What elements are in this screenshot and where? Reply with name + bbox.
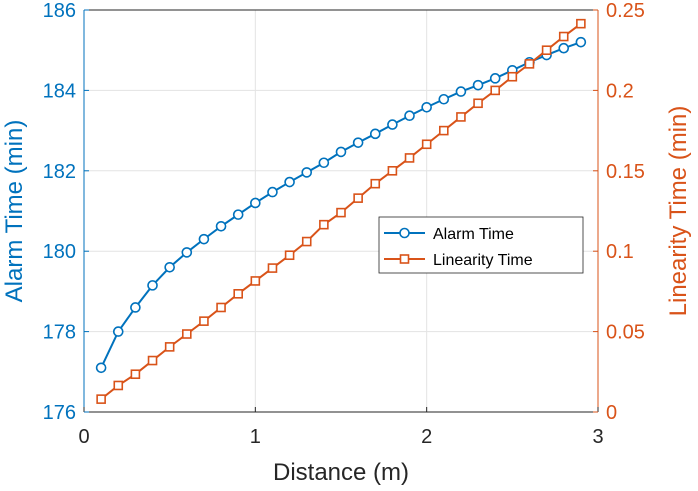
data-point-alarm-time: [335, 146, 347, 158]
data-point-alarm-time: [147, 280, 158, 291]
y-right-tick-label: 0.1: [606, 241, 634, 263]
data-point-alarm-time: [164, 261, 175, 273]
y-right-tick-label: 0.15: [606, 161, 645, 183]
axis-ticks: 0 1 2 3 176 178 180 182 184 186 0 0.05 0.1 0.15 0.2 0.2…: [43, 0, 645, 448]
data-point-alarm-time: [250, 197, 261, 209]
data-point-alarm-time: [232, 209, 244, 220]
data-point-alarm-time: [352, 137, 364, 148]
data-point-linearity-time: [164, 342, 175, 352]
data-point-linearity-time: [147, 355, 158, 366]
data-point-linearity-time: [199, 316, 209, 326]
data-point-linearity-time: [387, 166, 398, 176]
data-point-linearity-time: [456, 112, 466, 122]
x-tick-label: 0: [78, 426, 89, 448]
data-point-linearity-time: [336, 207, 346, 218]
legend-marker-linearity: [399, 254, 410, 264]
legend: Alarm Time Linearity Time: [378, 216, 584, 274]
data-point-alarm-time: [112, 326, 124, 337]
legend-label-alarm: Alarm Time: [433, 226, 514, 243]
data-point-alarm-time: [215, 220, 227, 232]
x-tick-label: 1: [250, 426, 261, 448]
data-point-linearity-time: [113, 380, 124, 391]
data-point-linearity-time: [576, 18, 586, 29]
legend-box: [378, 216, 584, 274]
y-left-tick-label: 178: [43, 322, 76, 344]
data-point-linearity-time: [541, 45, 552, 56]
data-point-alarm-time: [575, 36, 587, 48]
data-point-linearity-time: [250, 276, 261, 286]
data-point-linearity-time: [507, 71, 518, 82]
data-point-linearity-time: [267, 263, 278, 273]
data-point-linearity-time: [301, 236, 312, 247]
data-point-linearity-time: [130, 369, 141, 380]
data-point-alarm-time: [438, 93, 450, 105]
legend-label-linearity: Linearity Time: [433, 252, 533, 269]
data-point-alarm-time: [181, 247, 193, 258]
data-point-alarm-time: [267, 186, 278, 198]
y-right-tick-label: 0.2: [606, 80, 634, 102]
data-point-alarm-time: [387, 119, 398, 130]
data-point-linearity-time: [353, 193, 363, 203]
x-tick-label: 3: [592, 426, 603, 448]
data-point-alarm-time: [301, 167, 313, 178]
data-point-linearity-time: [404, 153, 415, 163]
y-left-tick-label: 184: [43, 80, 76, 102]
data-point-alarm-time: [369, 128, 381, 140]
data-point-alarm-time: [284, 176, 295, 188]
data-point-alarm-time: [318, 157, 330, 169]
data-point-linearity-time: [524, 59, 535, 69]
data-point-linearity-time: [370, 178, 381, 189]
data-point-linearity-time: [182, 329, 192, 339]
x-axis-title: Distance (m): [273, 459, 409, 486]
data-point-alarm-time: [421, 101, 432, 113]
data-point-linearity-time: [319, 219, 329, 230]
data-point-linearity-time: [558, 31, 569, 42]
data-point-linearity-time: [421, 139, 432, 150]
data-point-linearity-time: [216, 302, 226, 313]
data-point-alarm-time: [130, 302, 141, 313]
data-point-linearity-time: [233, 289, 243, 299]
y-right-axis-title: Linearity Time (min): [665, 106, 692, 317]
y-left-tick-label: 182: [43, 161, 76, 183]
data-point-linearity-time: [473, 98, 483, 109]
y-left-tick-label: 176: [43, 402, 76, 424]
y-right-tick-label: 0.05: [606, 322, 645, 344]
y-left-axis-title: Alarm Time (min): [1, 120, 28, 303]
y-right-tick-label: 0.25: [606, 0, 645, 22]
data-point-alarm-time: [489, 73, 501, 84]
y-left-tick-label: 186: [43, 0, 76, 22]
data-point-alarm-time: [198, 233, 210, 245]
data-point-alarm-time: [404, 110, 415, 122]
data-point-alarm-time: [558, 42, 570, 54]
data-point-linearity-time: [438, 125, 449, 136]
y-left-tick-label: 180: [43, 241, 76, 263]
data-point-linearity-time: [96, 394, 106, 404]
y-right-tick-label: 0: [606, 402, 617, 424]
data-point-linearity-time: [490, 85, 501, 96]
data-point-alarm-time: [455, 86, 467, 97]
series-layer: [95, 18, 587, 404]
data-point-alarm-time: [95, 362, 107, 374]
legend-marker-alarm: [399, 227, 410, 239]
x-tick-label: 2: [421, 426, 432, 448]
data-point-alarm-time: [472, 79, 484, 91]
data-point-linearity-time: [284, 250, 295, 261]
